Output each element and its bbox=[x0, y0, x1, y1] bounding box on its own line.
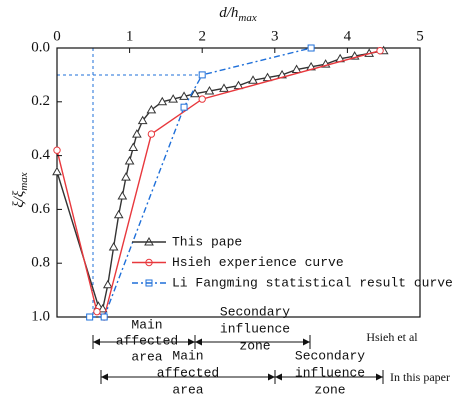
x-tick-label: 5 bbox=[416, 28, 424, 44]
point bbox=[180, 103, 188, 111]
zone-label: Main bbox=[131, 317, 162, 332]
legend-label: This pape bbox=[172, 234, 242, 249]
series-line bbox=[56, 50, 384, 311]
point bbox=[117, 190, 128, 200]
point bbox=[248, 75, 258, 84]
point bbox=[291, 64, 302, 74]
point bbox=[100, 313, 108, 321]
y-tick-label: 0.8 bbox=[31, 255, 50, 271]
point bbox=[179, 91, 189, 100]
zone-label: Secondary bbox=[220, 304, 290, 319]
series-line bbox=[56, 50, 381, 319]
zone-label: Main bbox=[172, 348, 203, 363]
y-tick-label: 0.4 bbox=[31, 147, 50, 163]
point bbox=[131, 129, 142, 138]
y-tick-label: 0.0 bbox=[31, 39, 50, 55]
x-tick-label: 0 bbox=[53, 28, 61, 44]
zone-label: Secondary bbox=[295, 348, 365, 363]
y-axis-label: ξ/ξmax bbox=[11, 172, 29, 207]
zone-arrows bbox=[92, 335, 384, 384]
zone-label: influence bbox=[220, 321, 290, 336]
point bbox=[128, 142, 139, 152]
point bbox=[113, 209, 124, 219]
y-tick-label: 0.2 bbox=[31, 93, 50, 109]
zone-label: zone bbox=[239, 338, 270, 353]
point bbox=[121, 172, 131, 181]
point bbox=[262, 72, 273, 82]
point bbox=[52, 166, 62, 176]
point bbox=[219, 83, 229, 92]
point bbox=[147, 130, 156, 138]
zone-label: influence bbox=[295, 365, 365, 380]
x-axis-label: d/hmax bbox=[219, 5, 257, 23]
point bbox=[204, 86, 215, 95]
point bbox=[108, 242, 119, 251]
point bbox=[190, 88, 200, 98]
point bbox=[93, 307, 101, 316]
legend-label: Li Fangming statistical result curve bbox=[172, 275, 453, 290]
y-tick-label: 1.0 bbox=[31, 308, 50, 324]
zone-label: affected bbox=[116, 333, 178, 348]
point bbox=[198, 95, 206, 103]
point bbox=[307, 44, 315, 52]
point bbox=[53, 146, 61, 154]
x-tick-label: 4 bbox=[344, 28, 352, 44]
point bbox=[198, 71, 206, 79]
zone-source: In this paper bbox=[390, 370, 450, 384]
x-tick-label: 1 bbox=[126, 28, 134, 44]
zone-label: affected bbox=[157, 365, 219, 380]
plot-frame bbox=[56, 47, 421, 318]
zone-label: area bbox=[131, 349, 162, 364]
zone-label: area bbox=[172, 382, 203, 397]
point bbox=[157, 96, 168, 106]
point bbox=[146, 104, 157, 114]
legend-label: Hsieh experience curve bbox=[172, 255, 344, 270]
point bbox=[376, 46, 384, 55]
y-tick-label: 0.6 bbox=[31, 201, 50, 217]
point bbox=[124, 155, 135, 165]
point bbox=[137, 115, 148, 125]
point bbox=[86, 313, 94, 321]
x-tick-label: 3 bbox=[271, 28, 279, 44]
zone-label: zone bbox=[314, 382, 345, 397]
point bbox=[102, 279, 113, 289]
x-tick-label: 2 bbox=[198, 28, 206, 44]
point bbox=[168, 94, 179, 103]
zone-source: Hsieh et al bbox=[366, 330, 418, 344]
point bbox=[97, 303, 108, 313]
